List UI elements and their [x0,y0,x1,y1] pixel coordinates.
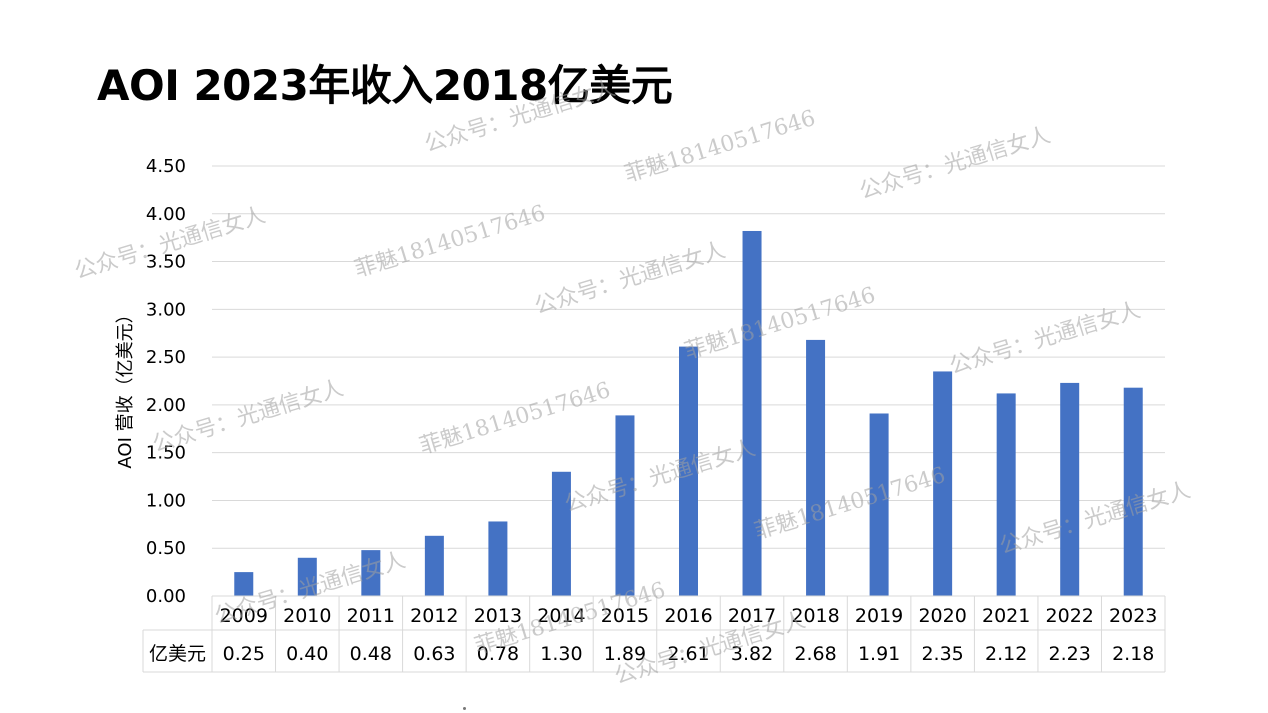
data-label: 1.30 [540,643,582,665]
bar [933,371,953,596]
data-label: 2.35 [921,643,963,665]
data-label: 0.78 [477,643,519,665]
data-label: 0.48 [350,643,392,665]
x-tick-label: 2021 [982,605,1030,627]
x-tick-label: 2009 [220,605,268,627]
data-label: 3.82 [731,643,773,665]
x-tick-label: 2014 [537,605,585,627]
y-tick-label: 3.50 [146,252,186,273]
y-tick-label: 2.50 [146,347,186,368]
bar [234,572,254,596]
data-label: 2.68 [794,643,836,665]
data-table: 2009 2010 2011 2012 2013 2014 2015 2016 2017 2018… [142,595,1166,673]
y-tick-label: 2.00 [146,395,186,416]
data-label: 0.63 [413,643,455,665]
x-tick-label: 2011 [347,605,395,627]
y-tick-label: 3.00 [146,299,186,320]
y-tick-label: 0.50 [146,538,186,559]
y-tick-label: 4.00 [146,204,186,225]
y-tick-label: 1.50 [146,443,186,464]
chart-title: AOI 2023年收入2018亿美元 [97,61,673,110]
data-label: 2.18 [1112,643,1154,665]
bar [1123,387,1143,596]
data-label: 2.61 [667,643,709,665]
data-label: 0.40 [286,643,328,665]
table-series-name: 亿美元 [149,643,206,665]
bar [1060,382,1080,596]
x-tick-label: 2022 [1046,605,1094,627]
x-tick-label: 2018 [791,605,839,627]
x-tick-label: 2013 [474,605,522,627]
y-tick-label: 0.00 [146,586,186,607]
x-tick-label: 2020 [918,605,966,627]
y-tick-label: 1.00 [146,490,186,511]
bar [869,413,889,596]
bar [361,550,381,596]
data-label: 2.12 [985,643,1027,665]
x-tick-label: 2010 [283,605,331,627]
bar [615,415,635,596]
x-tick-label: 2019 [855,605,903,627]
x-tick-label: 2015 [601,605,649,627]
bar [806,339,826,596]
data-label: 0.25 [223,643,265,665]
bar [679,346,698,596]
data-label: 1.89 [604,643,646,665]
bars [234,230,1143,596]
bar [297,557,317,596]
x-tick-label: 2016 [664,605,712,627]
stray-dot [463,707,466,710]
bar [996,393,1016,596]
x-tick-label: 2012 [410,605,458,627]
y-axis-ticks: 0.00 0.50 1.00 1.50 2.00 2.50 3.00 3.50 4.00 4.50 [146,156,186,607]
x-tick-label: 2023 [1109,605,1157,627]
data-label: 1.91 [858,643,900,665]
bar [488,521,508,596]
bar [551,471,571,596]
data-label: 2.23 [1049,643,1091,665]
y-axis-label: AOI 营收（亿美元） [115,305,136,468]
x-tick-label: 2017 [728,605,776,627]
y-tick-label: 4.50 [146,156,186,177]
bar [742,230,762,596]
bar [424,535,444,596]
